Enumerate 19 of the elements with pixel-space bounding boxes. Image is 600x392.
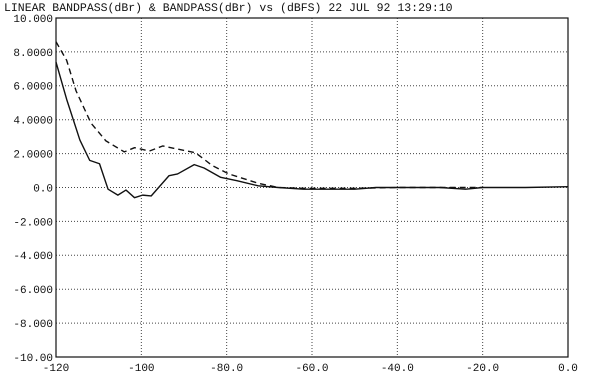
- y-tick-label: -8.000: [13, 318, 53, 331]
- y-tick-label: -6.000: [13, 285, 53, 298]
- y-tick-label: -2.000: [13, 217, 53, 230]
- y-tick-label: 2.0000: [13, 149, 53, 162]
- x-tick-label: -120: [42, 363, 70, 375]
- y-tick-label: 0.0: [33, 183, 53, 196]
- y-tick-label: 8.0000: [13, 48, 53, 60]
- chart-title: LINEAR BANDPASS(dBr) & BANDPASS(dBr) vs (dBFS) 22 JUL 92 13:29:10: [4, 2, 453, 15]
- x-tick-label: -40.0: [380, 363, 414, 375]
- y-tick-label: -4.000: [13, 251, 53, 264]
- x-tick-label: -100: [128, 363, 155, 375]
- x-tick-label: -80.0: [210, 363, 244, 375]
- y-tick-label: 10.000: [13, 14, 53, 26]
- x-tick-label: -60.0: [295, 363, 329, 375]
- y-tick-label: 6.0000: [13, 82, 53, 94]
- x-tick-label: 0.0: [558, 363, 578, 375]
- x-tick-label: -20.0: [466, 363, 500, 375]
- y-tick-label: -10.00: [13, 352, 53, 365]
- y-tick-label: 4.0000: [13, 116, 53, 128]
